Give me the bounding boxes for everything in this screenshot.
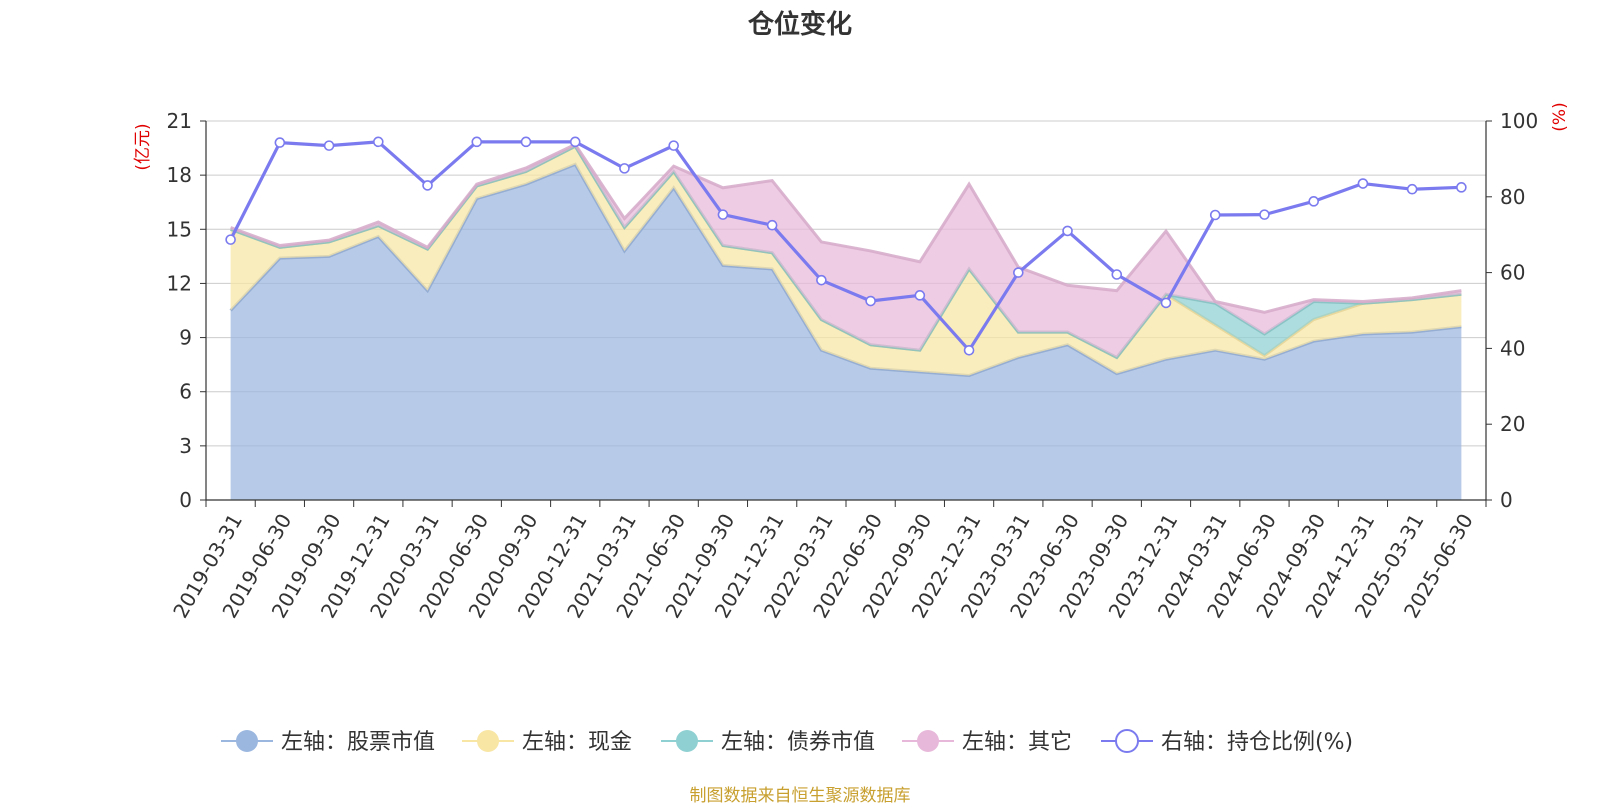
legend-marker (917, 730, 939, 752)
ratio-point (1357, 178, 1369, 189)
right-tick-label: 100 (1500, 109, 1538, 133)
legend-marker (236, 730, 258, 752)
ratio-point (1062, 225, 1073, 237)
ratio-point (717, 209, 729, 220)
area-edge-3 (230, 142, 1462, 314)
ratio-point (1209, 209, 1221, 221)
right-tick-label: 0 (1500, 488, 1513, 512)
ratio-point (1308, 196, 1319, 207)
right-tick-label: 80 (1500, 185, 1525, 209)
left-tick-label: 18 (167, 163, 192, 187)
legend-marker (676, 730, 698, 752)
chart-title: 仓位变化 (747, 10, 852, 40)
left-tick-label: 15 (167, 217, 192, 241)
ratio-point (373, 136, 384, 148)
area-0 (230, 164, 1462, 501)
right-tick-label: 40 (1500, 336, 1525, 360)
legend: 左轴：股票市值 左轴：现金 左轴：债券市值 左轴：其它 右轴：持仓比例(%) (221, 729, 1353, 755)
source-note: 制图数据来自恒生聚源数据库 (689, 786, 911, 806)
legend-label: 右轴：持仓比例(%) (1161, 730, 1353, 755)
ratio-point (1259, 209, 1270, 220)
ratio-point (963, 344, 975, 356)
ratio-point (1160, 297, 1172, 309)
ratio-point (865, 295, 876, 307)
left-tick-label: 21 (167, 109, 192, 133)
right-tick-label: 20 (1500, 412, 1525, 436)
ratio-line-path (229, 140, 1462, 352)
ratio-point (1406, 183, 1418, 195)
ratio-point (1456, 182, 1467, 193)
ratio-point (471, 136, 483, 148)
ratio-point (619, 163, 630, 174)
ratio-point (274, 137, 286, 148)
right-tick-label: 60 (1500, 261, 1525, 285)
area-3 (230, 144, 1462, 358)
ratio-point (323, 140, 335, 151)
ratio-point (225, 234, 236, 245)
legend-marker (477, 730, 499, 752)
stacked-areas (229, 142, 1462, 501)
legend-label: 左轴：现金 (522, 730, 632, 755)
ratio-point (668, 140, 679, 151)
legend-label: 左轴：其它 (962, 730, 1072, 755)
ratio-point (422, 180, 433, 191)
legend-label: 左轴：债券市值 (721, 730, 875, 755)
ratio-point (816, 274, 827, 286)
ratio-point (520, 136, 532, 148)
ratio-line (225, 136, 1467, 356)
left-tick-label: 9 (179, 326, 192, 350)
ratio-point (1111, 269, 1123, 280)
left-tick-label: 6 (179, 380, 192, 404)
left-tick-label: 12 (167, 271, 192, 295)
ratio-point (914, 290, 926, 301)
right-axis-unit: (%) (1550, 102, 1570, 131)
left-tick-label: 0 (179, 488, 192, 512)
legend-label: 左轴：股票市值 (281, 730, 435, 755)
left-axis-unit: (亿元) (133, 123, 153, 170)
ratio-point (766, 219, 778, 231)
legend-marker (1115, 729, 1139, 753)
ratio-point (1013, 267, 1024, 278)
area-1 (230, 146, 1462, 376)
left-tick-label: 3 (179, 434, 192, 458)
ratio-point (569, 136, 581, 148)
